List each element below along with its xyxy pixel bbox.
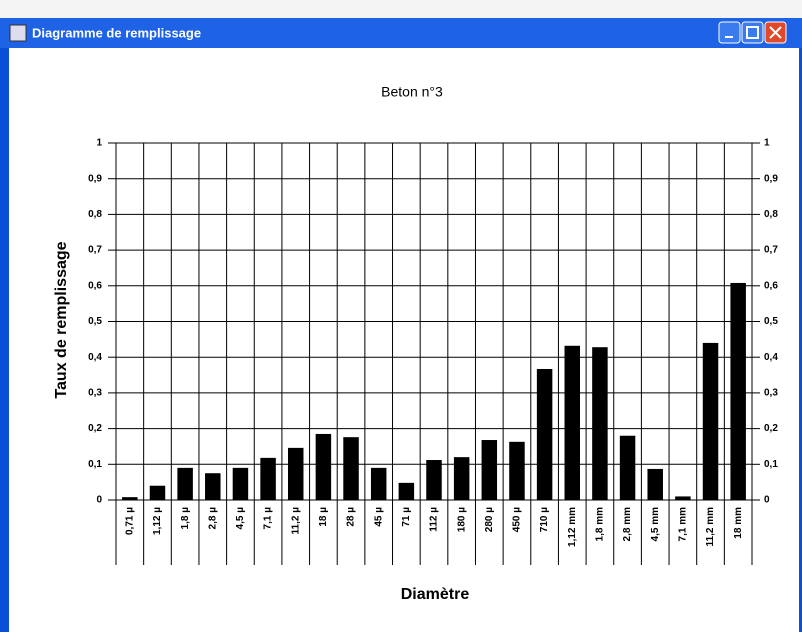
y2-tick-label: 0	[764, 495, 770, 506]
y-tick-label: 0,4	[88, 352, 102, 363]
bar	[675, 496, 691, 500]
window-title: Diagramme de remplissage	[32, 25, 201, 40]
y2-tick-label: 0,3	[764, 388, 778, 399]
bar	[509, 441, 525, 500]
close-glyph	[769, 26, 782, 39]
bar	[122, 497, 138, 500]
y-tick-label: 0,1	[88, 459, 102, 470]
x-tick-label: 7,1 µ	[263, 507, 274, 530]
y2-tick-label: 0,9	[764, 173, 778, 184]
y2-tick-label: 0,6	[764, 280, 778, 291]
y-tick-label: 0,2	[88, 423, 102, 434]
background	[0, 0, 802, 20]
bar	[343, 437, 359, 500]
bar	[564, 345, 581, 500]
title-bar	[0, 18, 802, 48]
bar	[177, 467, 193, 500]
y-tick-label: 0,6	[88, 280, 102, 291]
x-axis-label: Diamètre	[401, 586, 470, 603]
x-tick-label: 18 µ	[318, 507, 329, 527]
y2-tick-label: 1	[764, 138, 770, 149]
bar	[592, 347, 608, 500]
x-tick-label: 28 µ	[346, 507, 357, 527]
bar	[702, 342, 719, 500]
bar	[149, 485, 166, 500]
bar	[205, 473, 221, 500]
maximize-glyph	[746, 26, 759, 39]
x-tick-label: 2,8 mm	[622, 507, 633, 542]
bar	[453, 457, 470, 500]
x-tick-label: 1,12 µ	[152, 507, 163, 535]
x-tick-label: 1,12 mm	[567, 507, 578, 547]
y2-tick-label: 0,8	[764, 209, 778, 220]
x-tick-label: 710 µ	[539, 507, 550, 532]
bar	[287, 447, 304, 500]
y-tick-label: 0,7	[88, 245, 102, 256]
x-tick-label: 0,71 µ	[124, 507, 135, 535]
chart-title: Beton n°3	[381, 84, 443, 100]
maximize-button[interactable]	[741, 21, 764, 44]
y2-tick-label: 0,2	[764, 423, 778, 434]
x-tick-label: 7,1 mm	[678, 507, 689, 542]
bar	[536, 368, 553, 500]
y2-tick-label: 0,1	[764, 459, 778, 470]
bar	[260, 457, 276, 500]
x-tick-label: 112 µ	[429, 507, 440, 532]
y2-tick-label: 0,5	[764, 316, 778, 327]
x-tick-label: 280 µ	[484, 507, 495, 532]
x-tick-label: 2,8 µ	[207, 507, 218, 530]
window-icon	[9, 24, 27, 42]
y-tick-label: 0,8	[88, 209, 102, 220]
x-tick-label: 45 µ	[373, 507, 384, 527]
y-tick-label: 0,5	[88, 316, 102, 327]
x-tick-label: 11,2 µ	[290, 507, 301, 535]
x-tick-label: 1,8 µ	[180, 507, 191, 530]
bar	[426, 460, 442, 500]
bar	[730, 282, 746, 500]
y2-tick-label: 0,4	[764, 352, 778, 363]
y-tick-label: 0,3	[88, 388, 102, 399]
x-tick-label: 450 µ	[512, 507, 523, 532]
bar	[481, 440, 498, 500]
bar	[315, 433, 332, 500]
bar	[232, 467, 249, 500]
x-tick-label: 4,5 mm	[650, 507, 661, 542]
y2-tick-label: 0,7	[764, 245, 778, 256]
bar	[370, 467, 387, 500]
y-tick-label: 0,9	[88, 173, 102, 184]
x-tick-label: 71 µ	[401, 507, 412, 527]
bar	[647, 468, 663, 500]
x-tick-label: 4,5 µ	[235, 507, 246, 530]
minimize-button[interactable]	[718, 21, 741, 44]
x-tick-label: 11,2 mm	[705, 507, 716, 547]
y-axis-label: Taux de remplissage	[53, 241, 70, 398]
y-tick-label: 1	[96, 138, 102, 149]
bar	[619, 435, 636, 500]
x-tick-label: 1,8 mm	[595, 507, 606, 542]
x-tick-label: 180 µ	[456, 507, 467, 532]
client-area	[9, 48, 799, 632]
y-tick-label: 0	[96, 495, 102, 506]
bar	[398, 482, 415, 500]
x-tick-label: 18 mm	[733, 507, 744, 539]
